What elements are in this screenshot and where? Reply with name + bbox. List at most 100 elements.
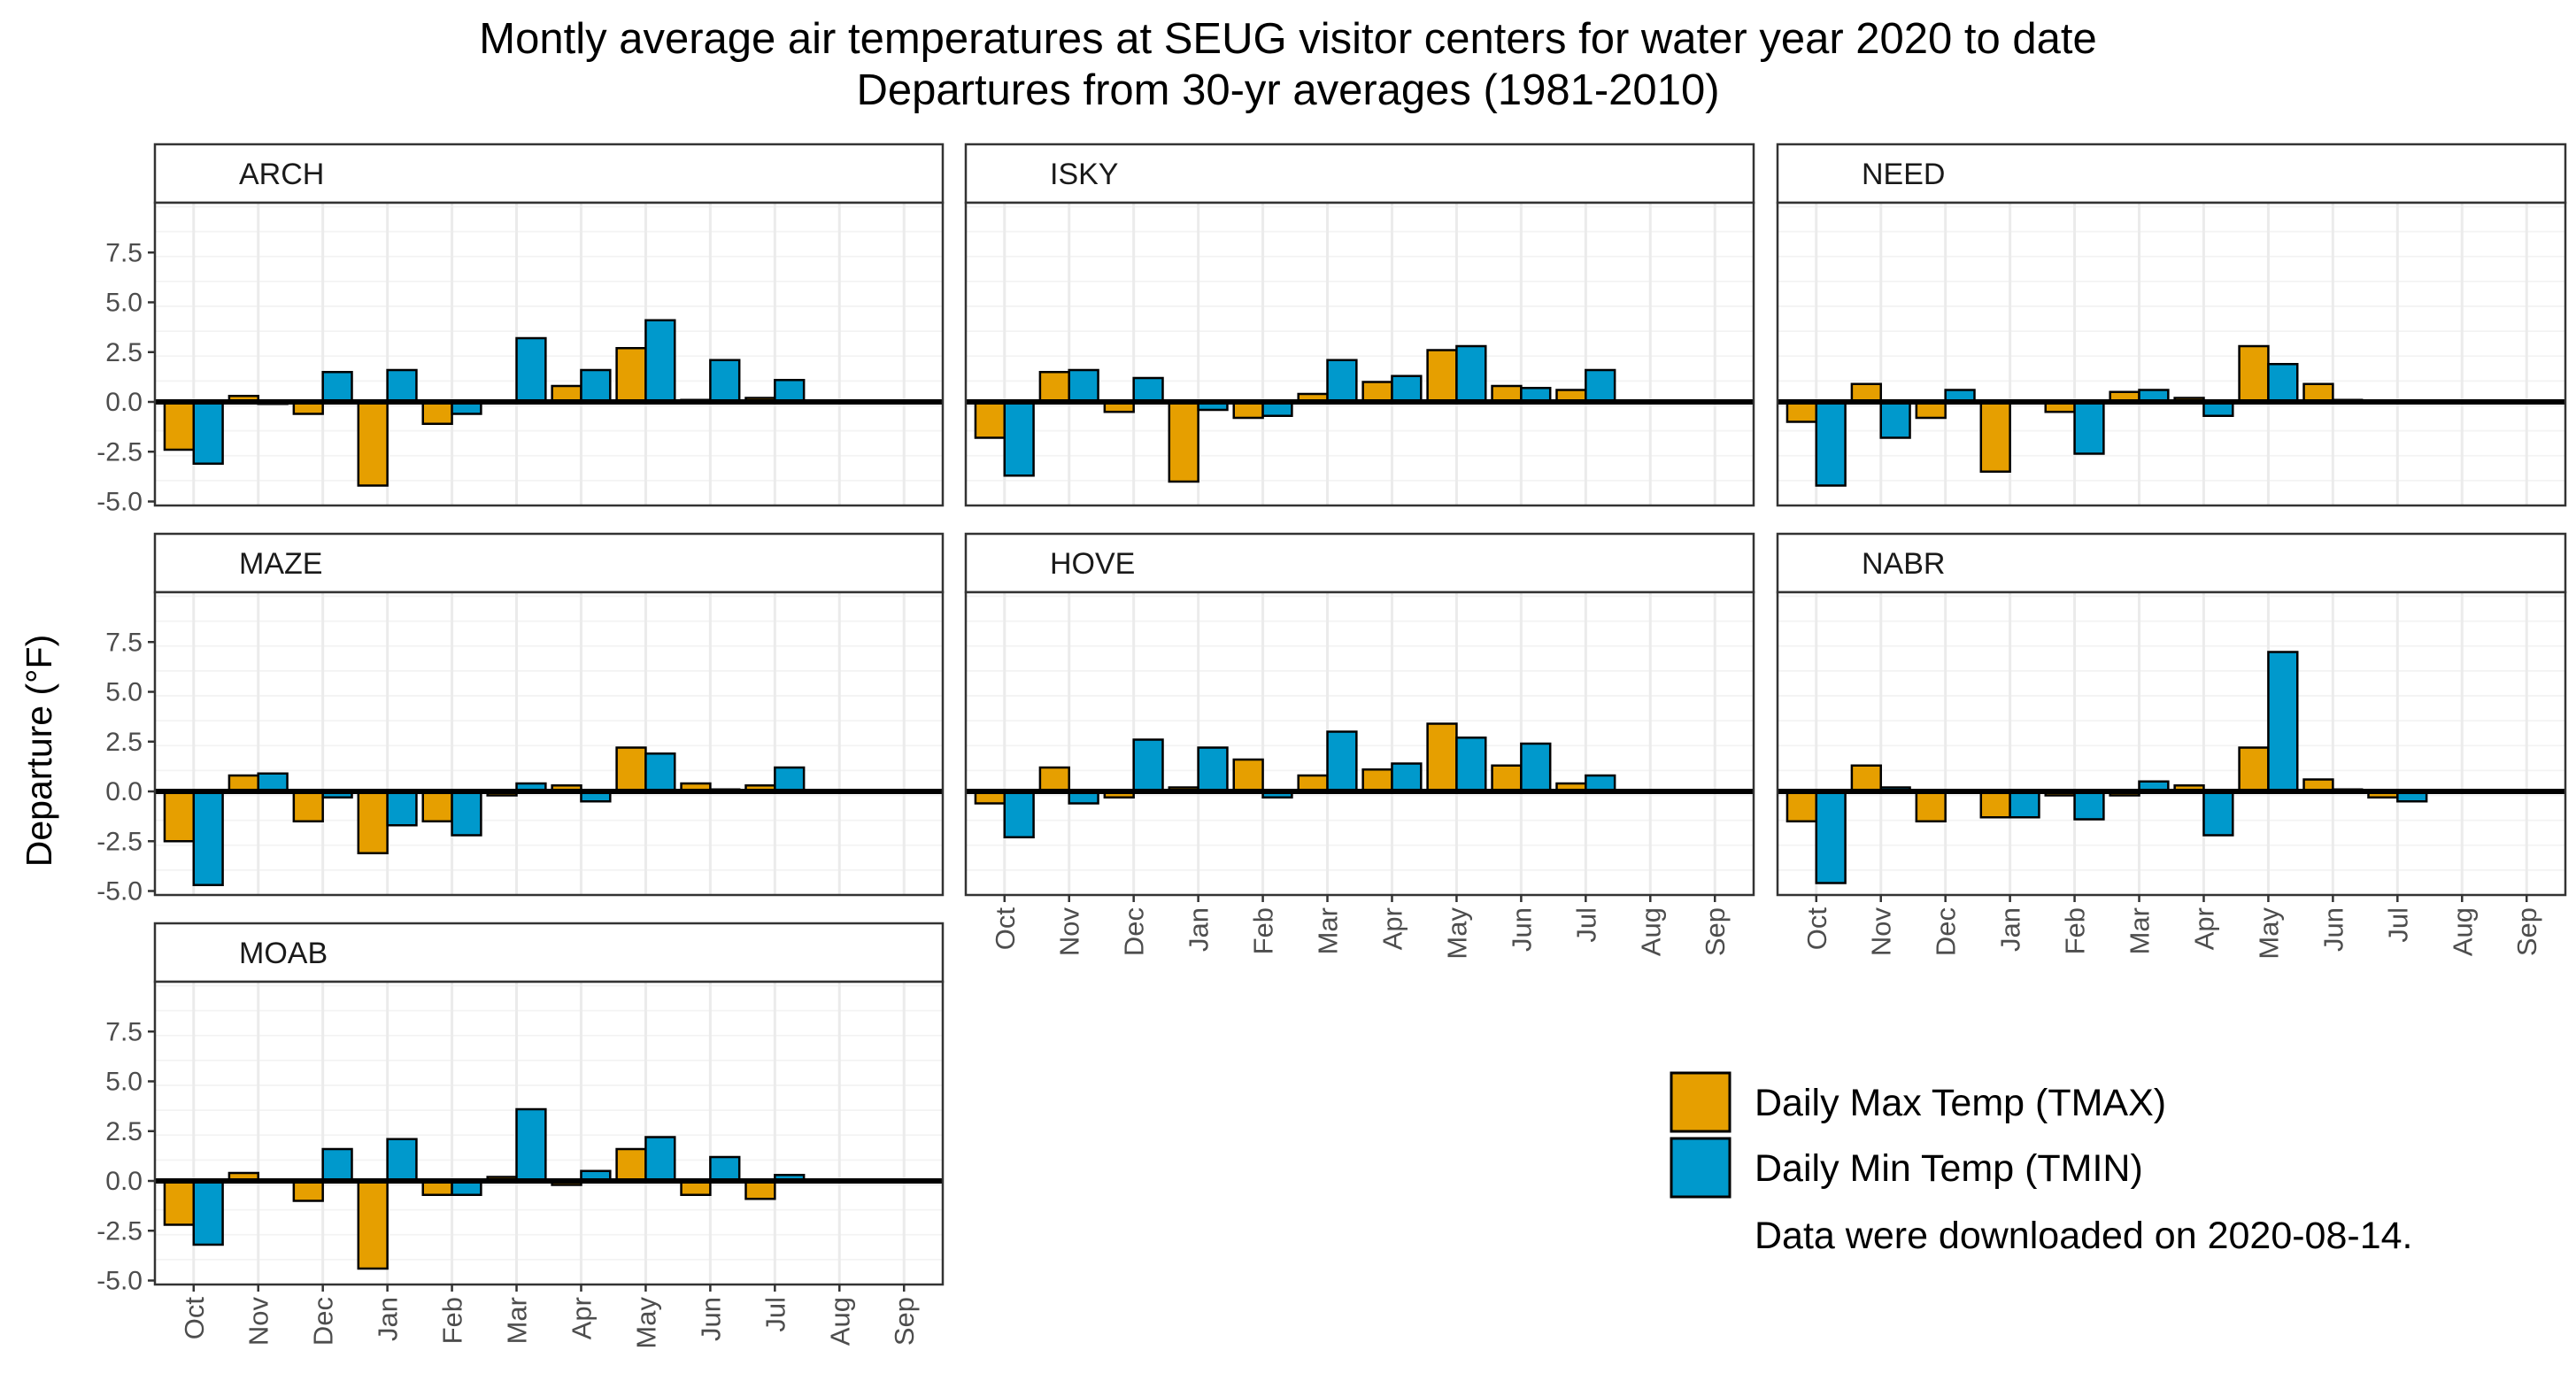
x-tick-label: Jan xyxy=(1995,907,2026,952)
bar-arch-tmin-jul xyxy=(774,379,806,404)
bar-moab-tmax-jan xyxy=(357,1179,389,1270)
bar-maze-tmax-oct xyxy=(163,790,196,843)
facet-strip-label: MAZE xyxy=(239,547,322,581)
x-tick-label: Feb xyxy=(1248,907,1279,954)
bar-need-tmin-feb xyxy=(2073,400,2105,455)
y-tick-label: 0.0 xyxy=(105,388,143,417)
x-tick-label: Dec xyxy=(1119,907,1150,956)
panel-background xyxy=(155,982,943,1285)
bar-maze-tmax-may xyxy=(615,746,647,793)
panel-border xyxy=(964,590,1755,897)
bar-hove-tmin-oct xyxy=(1003,790,1035,838)
panel-border xyxy=(153,590,945,897)
bar-maze-tmax-dec xyxy=(292,790,324,822)
legend-label-tmin: Daily Min Temp (TMIN) xyxy=(1755,1147,2143,1190)
legend-label-tmax: Daily Max Temp (TMAX) xyxy=(1755,1082,2166,1124)
facet-strip xyxy=(153,922,945,984)
bar-nabr-tmax-jan xyxy=(1979,790,2011,819)
download-note: Data were downloaded on 2020-08-14. xyxy=(1755,1215,2412,1257)
panel-background xyxy=(1778,203,2565,505)
panel-background xyxy=(155,203,943,505)
facet-panel-nabr: NABR Oct Nov Dec Jan Feb Mar Apr May Jun Jul Aug Sep xyxy=(1776,532,2567,960)
panel-background xyxy=(966,592,1754,895)
facet-panel-need: NEED xyxy=(1776,143,2567,507)
x-tick-label: Jul xyxy=(1570,907,1601,943)
bar-arch-tmin-may xyxy=(644,319,676,404)
bar-moab-tmax-oct xyxy=(163,1179,196,1226)
facet-strip xyxy=(153,143,945,204)
bar-hove-tmin-apr xyxy=(1391,762,1423,793)
bar-isky-tmax-apr xyxy=(1361,381,1393,404)
x-tick-label: Jun xyxy=(2318,907,2348,952)
legend-swatch-tmax xyxy=(1670,1071,1731,1133)
bar-hove-tmax-jun xyxy=(1491,764,1523,793)
x-tick-label: May xyxy=(2253,907,2284,960)
bar-arch-tmin-mar xyxy=(515,336,547,404)
bar-moab-tmin-jan xyxy=(386,1138,418,1183)
bar-arch-tmax-feb xyxy=(421,400,453,425)
x-tick-label: Oct xyxy=(179,1297,210,1340)
x-tick-label: Aug xyxy=(2447,907,2478,956)
x-tick-label: Feb xyxy=(2060,907,2091,954)
bar-need-tmin-oct xyxy=(1815,400,1847,487)
x-tick-label: Jul xyxy=(760,1297,791,1332)
bar-arch-tmax-oct xyxy=(163,400,196,451)
facet-panel-arch: ARCH -5.0 -2.5 0.0 2.5 5.0 7.5 xyxy=(96,143,945,517)
x-tick-label: Jan xyxy=(1184,907,1215,952)
facet-strip-label: NABR xyxy=(1862,547,1945,581)
x-tick-label: Oct xyxy=(1801,907,1832,951)
x-tick-label: May xyxy=(1441,907,1472,960)
bar-moab-tmin-oct xyxy=(192,1179,224,1246)
bar-nabr-tmax-may xyxy=(2238,746,2270,793)
bar-isky-tmin-apr xyxy=(1391,374,1423,404)
chart-subtitle: Departures from 30-yr averages (1981-201… xyxy=(856,66,1719,114)
bar-need-tmax-oct xyxy=(1785,400,1818,423)
bar-nabr-tmin-apr xyxy=(2202,790,2234,837)
bar-isky-tmin-may xyxy=(1455,344,1487,404)
bar-isky-tmax-may xyxy=(1426,349,1458,404)
x-tick-label: Feb xyxy=(437,1297,468,1344)
bar-hove-tmin-dec xyxy=(1132,738,1164,793)
bar-need-tmax-jan xyxy=(1979,400,2011,473)
facet-strip xyxy=(1776,532,2567,594)
bar-need-tmax-may xyxy=(2238,344,2270,404)
x-tick-label: Nov xyxy=(1054,907,1085,957)
x-tick-label: Sep xyxy=(889,1297,920,1346)
panel-background xyxy=(155,592,943,895)
bar-need-tmin-nov xyxy=(1879,400,1911,439)
bar-maze-tmin-nov xyxy=(257,772,289,793)
bar-hove-tmax-may xyxy=(1426,722,1458,793)
y-tick-label: 5.0 xyxy=(105,1068,143,1097)
bar-isky-tmin-jul xyxy=(1585,368,1616,404)
facet-strip xyxy=(153,532,945,594)
bar-arch-tmin-apr xyxy=(580,368,612,404)
x-tick-label: Jan xyxy=(373,1297,404,1341)
x-tick-label: Dec xyxy=(1931,907,1962,956)
bar-maze-tmin-jul xyxy=(774,766,806,793)
bar-moab-tmin-jun xyxy=(709,1155,741,1183)
bar-moab-tmax-jul xyxy=(744,1179,776,1200)
facet-strip-label: NEED xyxy=(1862,158,1945,191)
x-tick-label: Dec xyxy=(308,1297,339,1346)
facet-panel-hove: HOVE Oct Nov Dec Jan Feb Mar Apr May Jun Jul Aug Sep xyxy=(964,532,1755,960)
bar-nabr-tmin-oct xyxy=(1815,790,1847,884)
x-tick-label: Nov xyxy=(243,1297,274,1346)
facet-panel-isky: ISKY xyxy=(964,143,1755,507)
y-axis-label: Departure (°F) xyxy=(19,635,59,867)
facet-strip xyxy=(964,143,1755,204)
y-tick-label: 0.0 xyxy=(105,777,143,806)
bar-moab-tmin-mar xyxy=(515,1107,547,1183)
bar-arch-tmin-jan xyxy=(386,368,418,404)
bar-moab-tmin-may xyxy=(644,1136,676,1183)
bar-nabr-tmin-may xyxy=(2267,651,2299,793)
bar-hove-tmin-jun xyxy=(1520,742,1552,793)
bar-hove-tmax-nov xyxy=(1038,766,1070,793)
bar-isky-tmax-nov xyxy=(1038,371,1070,404)
y-tick-label: -2.5 xyxy=(96,1216,143,1246)
x-tick-label: Sep xyxy=(2511,907,2542,956)
facet-strip-label: MOAB xyxy=(239,937,328,970)
bar-hove-tmin-may xyxy=(1455,737,1487,793)
x-tick-label: Jul xyxy=(2382,907,2413,943)
y-tick-label: -5.0 xyxy=(96,1267,143,1296)
